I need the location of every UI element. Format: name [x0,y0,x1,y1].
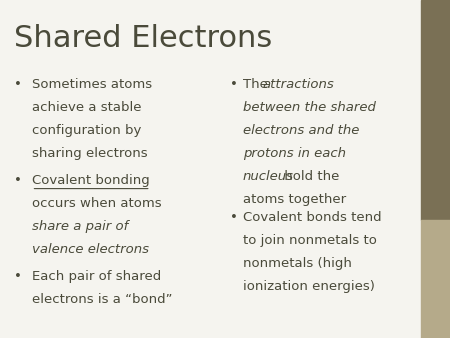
Text: configuration by: configuration by [32,124,141,137]
Text: attractions: attractions [262,78,334,91]
Text: between the shared: between the shared [243,101,376,114]
Text: The: The [243,78,272,91]
Text: sharing electrons: sharing electrons [32,147,147,160]
Text: •: • [14,174,22,187]
Text: occurs when atoms: occurs when atoms [32,197,161,210]
Text: •: • [14,270,22,283]
Text: atoms together: atoms together [243,193,346,206]
Bar [421,220,450,338]
Text: •: • [14,78,22,91]
Text: Shared Electrons: Shared Electrons [14,24,272,53]
Text: electrons and the: electrons and the [243,124,360,137]
Text: •: • [230,78,238,91]
Text: hold the: hold the [280,170,340,183]
Text: electrons is a “bond”: electrons is a “bond” [32,293,172,306]
Text: share a pair of: share a pair of [32,220,128,233]
Text: to join nonmetals to: to join nonmetals to [243,234,377,247]
Text: Covalent bonding: Covalent bonding [32,174,149,187]
Text: Covalent bonds tend: Covalent bonds tend [243,211,382,224]
Text: ionization energies): ionization energies) [243,280,375,293]
Text: Sometimes atoms: Sometimes atoms [32,78,152,91]
Text: •: • [230,211,238,224]
Text: achieve a stable: achieve a stable [32,101,141,114]
Bar [421,0,450,220]
Text: nucleus: nucleus [243,170,294,183]
Text: Each pair of shared: Each pair of shared [32,270,161,283]
Text: valence electrons: valence electrons [32,243,148,256]
Text: protons in each: protons in each [243,147,346,160]
Text: nonmetals (high: nonmetals (high [243,257,352,270]
